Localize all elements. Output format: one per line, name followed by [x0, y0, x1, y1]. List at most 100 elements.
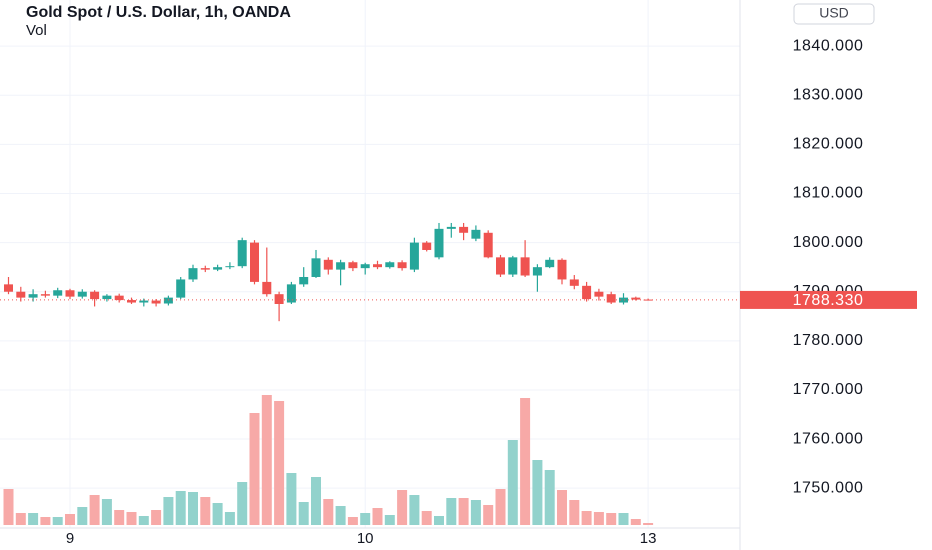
candle-body	[422, 242, 432, 250]
y-tick-label: 1800.000	[793, 234, 864, 251]
candle-body	[139, 300, 149, 303]
grid	[0, 0, 740, 528]
volume-bar	[175, 491, 186, 525]
volume-bar	[495, 489, 506, 525]
volume-bar	[557, 490, 567, 525]
last-price-label: 1788.330	[793, 292, 864, 309]
candle-body	[373, 264, 382, 268]
volume-bar	[409, 495, 420, 525]
volume-bar	[434, 516, 444, 525]
volume-bar	[347, 517, 358, 525]
candle-body	[65, 290, 75, 297]
volume-bar	[360, 513, 371, 525]
volume-bar	[212, 503, 223, 525]
candle-body	[262, 281, 272, 295]
volume-bar	[114, 510, 125, 525]
volume-bar	[458, 498, 469, 525]
candle-body	[286, 284, 296, 303]
y-tick-label: 1750.000	[793, 479, 864, 496]
volume-bar	[384, 515, 395, 525]
volume-bar	[237, 482, 248, 525]
volume-bar	[65, 514, 75, 525]
candle-body	[213, 267, 223, 270]
candle-body	[483, 232, 493, 258]
candle-body	[459, 226, 469, 233]
volume-bar	[397, 490, 408, 525]
candle-body	[77, 291, 87, 297]
candle-body	[274, 294, 284, 304]
candle-body	[434, 228, 444, 258]
volume-bar	[421, 511, 432, 525]
candle-body	[323, 259, 333, 270]
volume-bar	[581, 511, 592, 525]
volume-bar	[311, 477, 321, 525]
volume-bar	[138, 516, 149, 525]
candle-body	[520, 257, 530, 276]
candle-body	[225, 266, 235, 268]
volume-bar	[298, 502, 309, 525]
volume-bar	[261, 395, 272, 525]
volume-bar	[323, 499, 334, 525]
chart-title: Gold Spot / U.S. Dollar, 1h, OANDA	[26, 4, 291, 21]
candle-body	[250, 242, 259, 282]
candle-body	[557, 259, 567, 280]
volume-bar	[151, 510, 162, 525]
candle-body	[200, 268, 210, 270]
candle-body	[16, 291, 26, 298]
candle-body	[582, 285, 592, 300]
volume-bar	[643, 523, 654, 525]
candle-body	[127, 300, 136, 303]
volume-bar	[249, 413, 260, 525]
volume-bar	[544, 470, 555, 525]
volume-bar	[28, 513, 39, 525]
candle-body	[40, 294, 50, 296]
candle-body	[496, 257, 505, 275]
volume-bar	[483, 505, 494, 525]
candle-body	[385, 262, 395, 268]
candle-body	[114, 295, 124, 301]
volume-bar	[286, 473, 297, 525]
volume-bar	[40, 517, 51, 525]
y-tick-label: 1830.000	[793, 86, 864, 103]
volume-bar	[274, 401, 285, 525]
y-tick-label: 1810.000	[793, 185, 864, 202]
candle-body	[176, 279, 186, 298]
currency-label[interactable]: USD	[819, 5, 849, 21]
x-tick-label: 13	[640, 530, 657, 547]
y-tick-label: 1780.000	[793, 332, 864, 349]
candle-body	[151, 300, 161, 304]
candle-body	[28, 294, 38, 298]
volume-bar	[372, 508, 383, 525]
volume-bar	[52, 517, 63, 525]
candle-body	[409, 242, 419, 270]
volume-bar	[335, 506, 346, 525]
volume-bar	[507, 440, 518, 525]
volume-bar	[532, 460, 543, 525]
currency-button[interactable]	[793, 3, 875, 25]
volume-bar	[89, 495, 100, 525]
volume-pane	[3, 395, 654, 525]
volume-label: Vol	[26, 22, 47, 39]
candle-body	[594, 291, 604, 297]
y-tick-label: 1760.000	[793, 430, 864, 447]
candle-body	[508, 257, 518, 275]
last-price-tag	[740, 290, 917, 309]
volume-bar	[569, 500, 580, 525]
candle-body	[163, 297, 173, 304]
volume-bar	[15, 513, 26, 525]
candle-body	[606, 294, 616, 303]
y-tick-label: 1820.000	[793, 136, 864, 153]
candle-body	[188, 268, 198, 280]
volume-bar	[224, 512, 235, 525]
volume-bar	[593, 512, 604, 525]
candle-body	[237, 240, 247, 267]
x-tick-label: 10	[357, 530, 374, 547]
volume-bar	[101, 499, 112, 525]
candle-body	[471, 229, 481, 239]
candle-body	[569, 279, 579, 286]
volume-bar	[126, 512, 137, 525]
volume-bar	[3, 489, 14, 525]
volume-bar	[77, 507, 88, 525]
candle-body	[299, 276, 309, 285]
candle-body	[397, 262, 407, 269]
